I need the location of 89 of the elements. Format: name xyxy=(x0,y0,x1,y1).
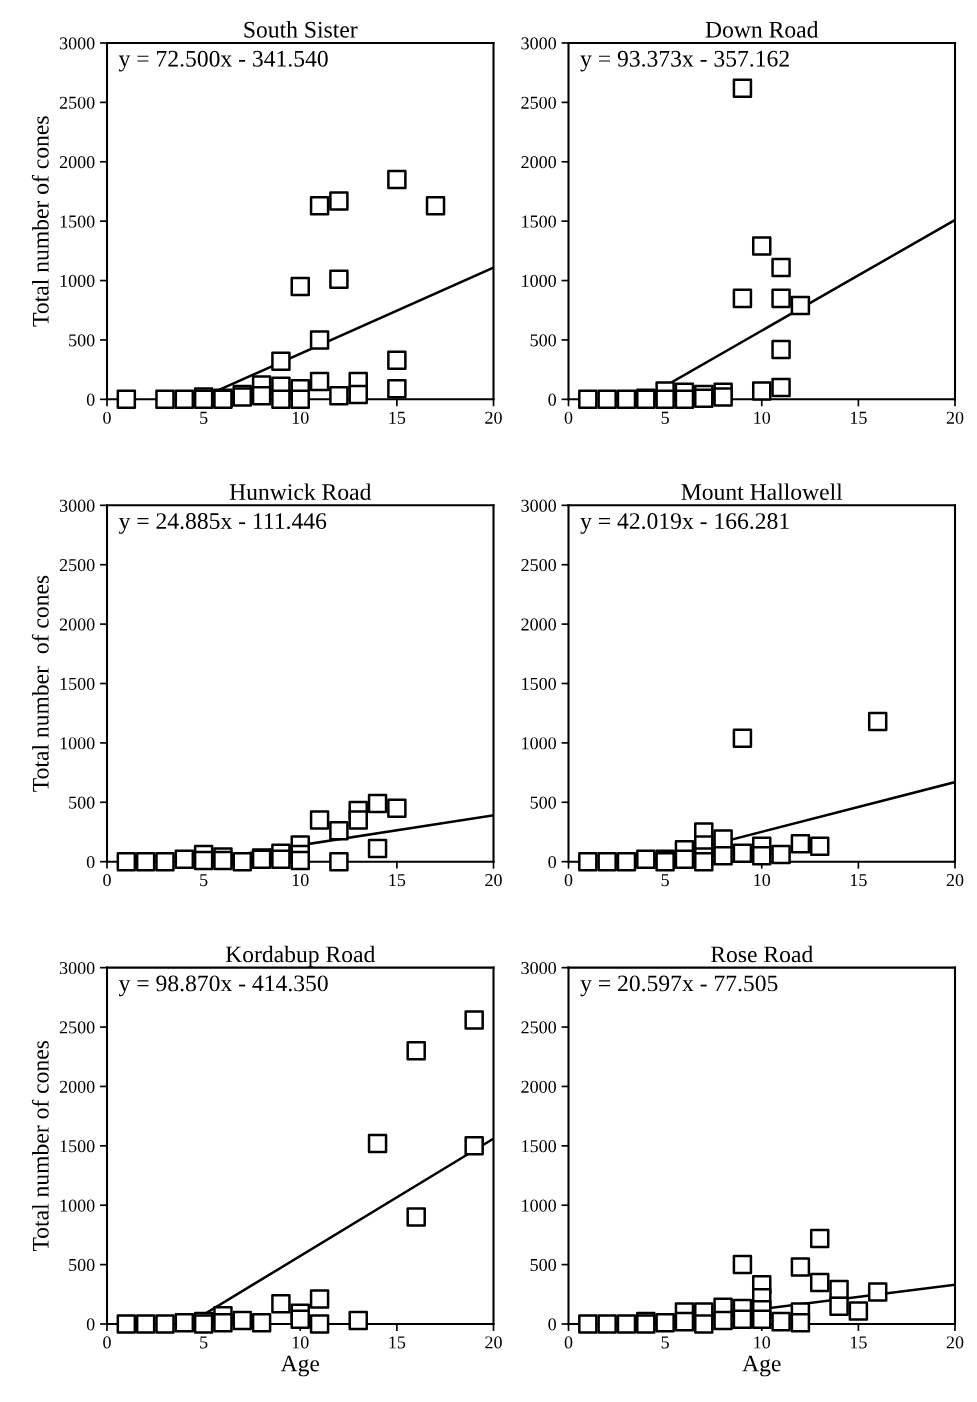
y-tick-label: 3000 xyxy=(59,961,95,975)
y-tick-label: 2500 xyxy=(59,96,95,109)
x-tick-label: 0 xyxy=(564,411,573,424)
chart-title: Mount Hallowell xyxy=(681,483,843,501)
y-axis-title: Total number of cones xyxy=(31,1040,49,1252)
y-tick-label: 500 xyxy=(530,1258,557,1272)
x-tick-label: 5 xyxy=(200,1336,208,1349)
y-tick-label: 0 xyxy=(548,393,557,406)
y-tick-label: 1000 xyxy=(522,737,557,750)
x-tick-label: 20 xyxy=(946,873,964,887)
y-tick-label: 2000 xyxy=(521,618,557,631)
y-tick-label: 2500 xyxy=(59,558,95,572)
x-tick-label: 5 xyxy=(661,411,669,424)
x-tick-label: 0 xyxy=(564,1336,573,1349)
y-tick-label: 3000 xyxy=(59,37,95,50)
chart-title: Kordabup Road xyxy=(225,945,376,968)
chart-title: Hunwick Road xyxy=(229,483,372,501)
y-tick-label: 0 xyxy=(86,855,95,869)
x-tick-label: 20 xyxy=(946,1336,964,1349)
annotation: y = 93.373x - 357.162 xyxy=(580,50,789,72)
x-tick-label: 15 xyxy=(850,874,867,887)
annotation: y = 24.885x - 111.446 xyxy=(118,513,327,534)
y-tick-label: 1000 xyxy=(60,1199,95,1212)
x-axis-title: Age xyxy=(280,1355,320,1377)
x-axis-title: Age xyxy=(742,1355,781,1377)
y-tick-label: 2500 xyxy=(521,1021,557,1034)
y-tick-label: 0 xyxy=(86,1318,95,1331)
x-tick-label: 15 xyxy=(389,874,406,887)
chart-title: South Sister xyxy=(244,21,358,38)
y-tick-label: 500 xyxy=(530,796,557,809)
x-tick-label: 5 xyxy=(200,411,208,424)
x-tick-label: 15 xyxy=(850,1336,867,1349)
x-tick-label: 15 xyxy=(389,411,406,424)
y-tick-label: 3000 xyxy=(521,37,557,50)
x-tick-label: 10 xyxy=(292,411,309,424)
y-tick-label: 500 xyxy=(69,796,95,809)
y-tick-label: 1500 xyxy=(60,1140,95,1153)
y-tick-label: 2000 xyxy=(59,1080,95,1093)
y-tick-label: 1000 xyxy=(60,737,95,750)
y-tick-label: 3000 xyxy=(59,499,95,512)
y-tick-label: 2500 xyxy=(521,96,557,109)
x-tick-label: 20 xyxy=(485,411,502,424)
x-tick-label: 10 xyxy=(754,411,771,424)
x-tick-label: 5 xyxy=(661,1336,669,1349)
x-tick-label: 20 xyxy=(485,1336,502,1349)
x-tick-label: 10 xyxy=(754,873,771,887)
y-tick-label: 500 xyxy=(530,334,557,347)
y-tick-label: 2500 xyxy=(521,558,557,572)
y-tick-label: 1500 xyxy=(60,677,95,690)
y-tick-label: 2000 xyxy=(521,1080,557,1093)
x-tick-label: 15 xyxy=(389,1336,406,1349)
y-axis-title: Total number of cones xyxy=(31,575,49,792)
x-tick-label: 5 xyxy=(661,874,669,887)
y-tick-label: 1000 xyxy=(60,274,95,287)
y-tick-label: 1000 xyxy=(522,274,557,287)
y-tick-label: 0 xyxy=(86,393,95,406)
x-tick-label: 10 xyxy=(292,1336,309,1349)
annotation: y = 72.500x - 341.540 xyxy=(118,50,328,72)
y-tick-label: 2000 xyxy=(59,156,95,169)
y-axis-title: Total number of cones xyxy=(31,116,49,327)
chart-title: Rose Road xyxy=(710,945,813,963)
x-tick-label: 10 xyxy=(292,873,309,887)
x-tick-label: 0 xyxy=(564,873,573,887)
annotation: y = 20.597x - 77.505 xyxy=(580,975,778,997)
y-tick-label: 500 xyxy=(69,1258,95,1272)
y-tick-label: 2000 xyxy=(521,156,557,169)
y-tick-label: 1000 xyxy=(522,1199,557,1212)
chart-title: Down Road xyxy=(705,21,819,38)
y-tick-label: 3000 xyxy=(521,499,557,512)
y-tick-label: 2500 xyxy=(59,1021,95,1034)
annotation: y = 98.870x - 414.350 xyxy=(118,975,328,997)
y-tick-label: 1500 xyxy=(522,215,557,228)
y-tick-label: 2000 xyxy=(59,618,95,631)
x-tick-label: 10 xyxy=(754,1336,771,1349)
y-tick-label: 0 xyxy=(548,1318,557,1331)
y-tick-label: 1500 xyxy=(60,215,95,228)
x-tick-label: 0 xyxy=(103,411,111,424)
y-tick-label: 500 xyxy=(69,334,95,347)
x-tick-label: 20 xyxy=(485,873,502,887)
y-tick-label: 1500 xyxy=(522,677,557,690)
x-tick-label: 15 xyxy=(850,411,867,424)
y-tick-label: 0 xyxy=(548,855,557,869)
x-tick-label: 5 xyxy=(200,874,208,887)
annotation: y = 42.019x - 166.281 xyxy=(580,513,789,534)
x-tick-label: 0 xyxy=(103,873,111,887)
y-tick-label: 3000 xyxy=(521,961,557,975)
x-tick-label: 20 xyxy=(946,411,964,424)
x-tick-label: 0 xyxy=(103,1336,111,1349)
y-tick-label: 1500 xyxy=(522,1140,557,1153)
